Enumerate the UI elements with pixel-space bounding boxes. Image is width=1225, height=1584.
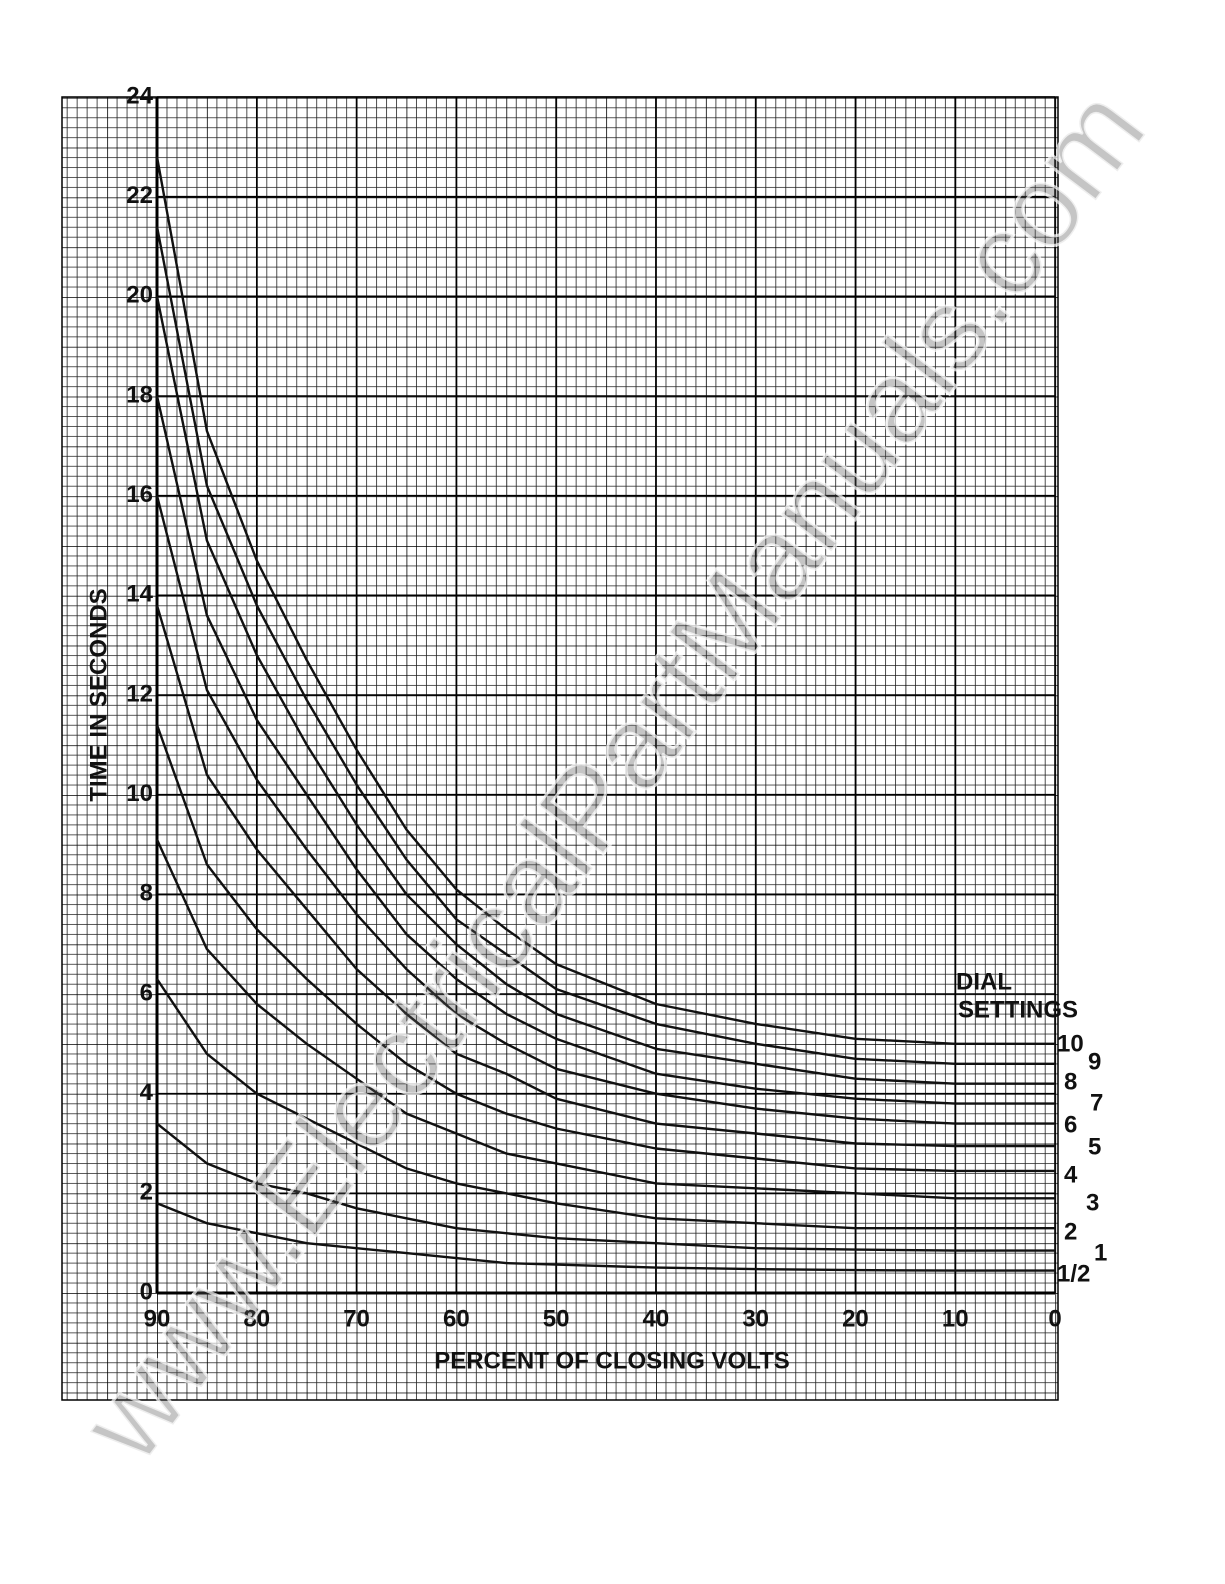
y-tick-label: 2: [140, 1179, 153, 1206]
legend-label: 5: [1088, 1133, 1101, 1160]
y-tick-label: 4: [140, 1079, 154, 1106]
curve: [156, 978, 1055, 1230]
legend-label: 1: [1094, 1239, 1107, 1266]
curve: [155, 296, 1055, 1085]
legend-label: 3: [1086, 1189, 1099, 1216]
legend-label: 4: [1064, 1161, 1078, 1188]
legend-label: 9: [1088, 1048, 1101, 1075]
y-tick-label: 16: [126, 481, 153, 508]
x-tick-label: 70: [343, 1305, 370, 1332]
x-axis-title: PERCENT OF CLOSING VOLTS: [434, 1347, 790, 1374]
curve: [155, 226, 1055, 1065]
curve: [155, 839, 1055, 1200]
y-tick-label: 22: [126, 182, 153, 209]
legend-label: 10: [1057, 1030, 1084, 1057]
curve: [155, 156, 1055, 1045]
x-tick-label: 0: [1048, 1305, 1061, 1332]
y-tick-label: 20: [126, 282, 153, 309]
legend-label: 6: [1064, 1111, 1077, 1138]
x-tick-label: 60: [443, 1305, 470, 1332]
x-tick-label: 20: [842, 1305, 869, 1332]
y-tick-label: 18: [126, 381, 153, 408]
x-tick-label: 10: [942, 1305, 969, 1332]
legend-label: 8: [1064, 1068, 1077, 1095]
curve: [156, 1122, 1055, 1252]
curve: [156, 1202, 1055, 1272]
curve: [155, 395, 1055, 1105]
x-tick-label: 80: [243, 1305, 270, 1332]
y-tick-label: 14: [126, 581, 153, 608]
y-tick-label: 8: [140, 880, 153, 907]
x-tick-label: 30: [742, 1305, 769, 1332]
curve: [155, 724, 1055, 1173]
legend-label: 7: [1090, 1089, 1103, 1116]
legend-label: 1/2: [1057, 1260, 1090, 1287]
legend-label: 2: [1064, 1218, 1077, 1245]
y-tick-label: 10: [126, 780, 153, 807]
legend-title: SETTINGS: [958, 996, 1078, 1023]
curve: [155, 495, 1055, 1125]
y-tick-label: 24: [126, 82, 153, 109]
x-tick-label: 90: [144, 1305, 171, 1332]
x-tick-label: 50: [543, 1305, 570, 1332]
y-tick-label: 12: [126, 680, 153, 707]
y-axis-title: TIME IN SECONDS: [85, 588, 112, 801]
y-tick-label: 0: [140, 1278, 153, 1305]
graph-paper: [61, 96, 1059, 1401]
curve: [155, 604, 1055, 1148]
y-tick-label: 6: [140, 979, 153, 1006]
legend-title: DIAL: [956, 968, 1012, 995]
x-tick-label: 40: [643, 1305, 670, 1332]
